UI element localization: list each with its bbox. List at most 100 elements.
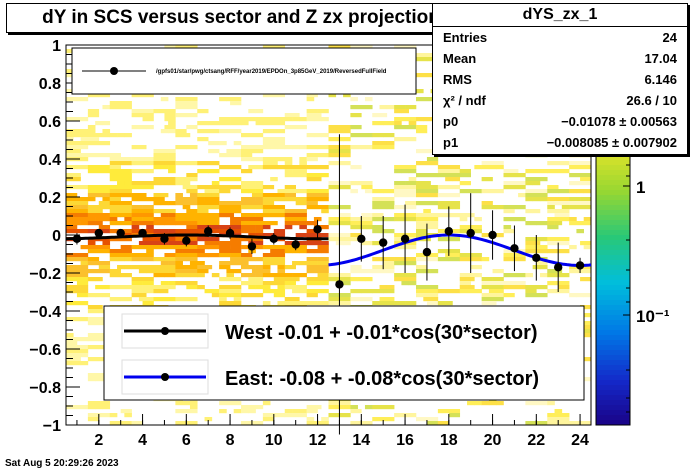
heatmap-cell	[569, 269, 581, 274]
heatmap-cell	[554, 409, 563, 414]
heatmap-cell	[270, 177, 278, 182]
heatmap-cell	[262, 201, 275, 206]
heatmap-cell	[317, 109, 329, 114]
heatmap-cell	[583, 245, 592, 250]
heatmap-cell	[372, 417, 384, 422]
heatmap-cell	[230, 237, 242, 242]
heatmap-cell	[539, 197, 548, 202]
heatmap-cell	[262, 185, 275, 190]
heatmap-cell	[66, 269, 78, 274]
heatmap-cell	[416, 293, 439, 298]
heatmap-cell	[452, 205, 461, 210]
legend-west-marker	[161, 327, 169, 335]
heatmap-cell	[109, 269, 121, 274]
heatmap-cell	[175, 213, 198, 218]
heatmap-cell	[262, 285, 271, 290]
heatmap-cell	[350, 269, 362, 274]
heatmap-cell	[66, 301, 89, 306]
heatmap-cell	[558, 249, 570, 254]
heatmap-cell	[73, 197, 81, 202]
heatmap-cell	[197, 261, 205, 266]
heatmap-cell	[255, 189, 264, 194]
heatmap-cell	[317, 273, 329, 278]
heatmap-cell	[350, 113, 362, 118]
heatmap-cell	[416, 173, 439, 178]
heatmap-cell	[481, 189, 504, 194]
heatmap-cell	[153, 297, 176, 302]
heatmap-cell	[226, 149, 235, 154]
heatmap-cell	[481, 257, 490, 262]
heatmap-cell	[580, 305, 592, 310]
heatmap-cell	[405, 185, 417, 190]
heatmap-cell	[343, 137, 351, 142]
heatmap-cell	[532, 181, 541, 186]
heatmap-cell	[138, 241, 147, 246]
heatmap-cell	[189, 261, 198, 266]
heatmap-cell	[405, 233, 417, 238]
heatmap-cell	[361, 217, 373, 222]
heatmap-cell	[295, 241, 307, 246]
heatmap-cell	[153, 201, 162, 206]
heatmap-cell	[379, 301, 388, 306]
heatmap-cell	[80, 265, 89, 270]
heatmap-cell	[248, 233, 256, 238]
chart-title: dY in SCS versus sector and Z zx project…	[6, 3, 476, 33]
timestamp: Sat Aug 5 20:29:26 2023	[5, 458, 119, 469]
heatmap-cell	[142, 229, 154, 234]
x-tick-label: 24	[571, 432, 589, 449]
heatmap-cell	[408, 165, 417, 170]
heatmap-cell	[262, 205, 286, 210]
heatmap-cell	[481, 293, 490, 298]
heatmap-cell	[459, 277, 468, 282]
heatmap-cell	[248, 273, 256, 278]
heatmap-cell	[284, 241, 296, 246]
heatmap-cell	[142, 281, 154, 286]
heatmap-cell	[208, 169, 220, 174]
heatmap-cell	[525, 241, 533, 246]
colorbar-band	[596, 160, 630, 166]
heatmap-cell	[488, 205, 497, 210]
heatmap-cell	[197, 245, 209, 250]
colorbar-band	[596, 255, 630, 261]
heatmap-cell	[120, 245, 132, 250]
heatmap-cell	[219, 185, 227, 190]
heatmap-cell	[496, 289, 504, 294]
heatmap-cell	[580, 329, 592, 334]
heatmap-cell	[87, 305, 96, 310]
heatmap-cell	[153, 265, 165, 270]
heatmap-cell	[241, 409, 249, 414]
heatmap-cell	[284, 245, 296, 250]
heatmap-cell	[386, 285, 395, 290]
heatmap-cell	[87, 321, 111, 326]
x-tick-label: 18	[440, 432, 458, 449]
heatmap-cell	[284, 189, 307, 194]
heatmap-cell	[164, 273, 176, 278]
heatmap-cell	[481, 401, 490, 406]
heatmap-cell	[525, 285, 548, 290]
heatmap-cell	[66, 89, 74, 94]
heatmap-cell	[87, 345, 100, 350]
stats-value: 26.6 / 10	[626, 93, 677, 108]
heatmap-cell	[262, 141, 286, 146]
heatmap-cell	[306, 249, 315, 254]
heatmap-cell	[361, 289, 373, 294]
heatmap-cell	[459, 181, 471, 186]
colorbar-band	[596, 155, 630, 161]
heatmap-cell	[532, 197, 541, 202]
heatmap-cell	[131, 93, 154, 98]
heatmap-cell	[95, 373, 103, 378]
heatmap-cell	[186, 269, 198, 274]
heatmap-cell	[277, 301, 286, 306]
heatmap-cell	[339, 273, 351, 278]
colorbar-band	[596, 260, 630, 266]
heatmap-cell	[262, 145, 271, 150]
stats-label: RMS	[443, 72, 472, 87]
heatmap-cell	[292, 409, 300, 414]
heatmap-cell	[87, 309, 100, 314]
heatmap-cell	[153, 241, 162, 246]
heatmap-cell	[328, 129, 337, 134]
heatmap-cell	[153, 209, 176, 214]
heatmap-cell	[408, 281, 417, 286]
heatmap-cell	[299, 225, 307, 230]
y-tick-label: −1	[43, 418, 61, 435]
